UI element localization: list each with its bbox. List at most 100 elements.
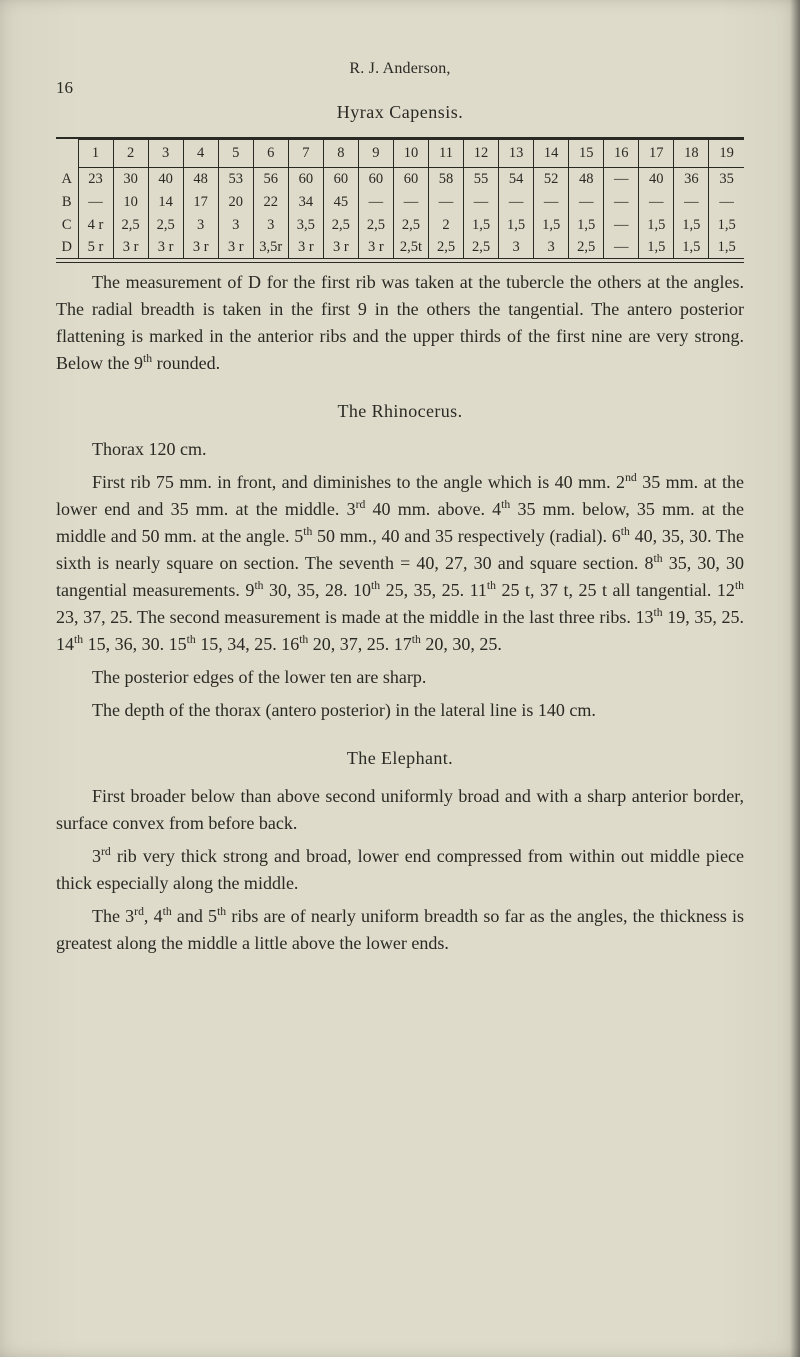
rhino-p2: First rib 75 mm. in front, and diminishe… — [56, 469, 744, 658]
table-header-row: 12345678910111213141516171819 — [56, 140, 744, 168]
table-cell: 3 r — [358, 236, 393, 259]
table-cell: 40 — [639, 167, 674, 190]
table-cell: 3,5r — [253, 236, 288, 259]
table-cell: 56 — [253, 167, 288, 190]
table-cell: — — [604, 191, 639, 214]
table-cell: 2 — [428, 214, 463, 237]
elephant-p1: First broader below than above second un… — [56, 783, 744, 837]
table-header-cell: 16 — [604, 140, 639, 168]
elephant-p2: 3rd rib very thick strong and broad, low… — [56, 843, 744, 897]
table-cell: 2,5 — [464, 236, 499, 259]
table-header-cell: 6 — [253, 140, 288, 168]
table-header-cell: 19 — [709, 140, 744, 168]
table-cell: 55 — [464, 167, 499, 190]
table-header-cell — [56, 140, 78, 168]
table-cell: 40 — [148, 167, 183, 190]
table-cell: — — [499, 191, 534, 214]
table-header-cell: 18 — [674, 140, 709, 168]
rhino-title: The Rhinocerus. — [56, 401, 744, 422]
table-header-cell: 13 — [499, 140, 534, 168]
table-cell: 3 — [534, 236, 569, 259]
table-row: B—10141720223445——————————— — [56, 191, 744, 214]
table-cell: — — [569, 191, 604, 214]
table-cell: 52 — [534, 167, 569, 190]
table-header-cell: 5 — [218, 140, 253, 168]
table-cell: 36 — [674, 167, 709, 190]
table-header-cell: 7 — [288, 140, 323, 168]
table-cell: — — [358, 191, 393, 214]
table-header-cell: 17 — [639, 140, 674, 168]
table-cell: — — [604, 214, 639, 237]
table-cell: 35 — [709, 167, 744, 190]
table-cell: 3 — [183, 214, 218, 237]
hyrax-table: 12345678910111213141516171819 A233040485… — [56, 139, 744, 259]
table-cell: 2,5 — [358, 214, 393, 237]
table-header-cell: 8 — [323, 140, 358, 168]
table-header-cell: 4 — [183, 140, 218, 168]
table-cell: 1,5 — [709, 214, 744, 237]
row-label: C — [56, 214, 78, 237]
elephant-title: The Elephant. — [56, 748, 744, 769]
table-cell: 48 — [183, 167, 218, 190]
page-number: 16 — [56, 78, 73, 98]
table-cell: — — [428, 191, 463, 214]
table-cell: — — [639, 191, 674, 214]
table-cell: 3 r — [288, 236, 323, 259]
table-cell: 5 r — [78, 236, 113, 259]
table-header-cell: 11 — [428, 140, 463, 168]
table-cell: 34 — [288, 191, 323, 214]
table-header-cell: 1 — [78, 140, 113, 168]
table-cell: 54 — [499, 167, 534, 190]
table-cell: — — [464, 191, 499, 214]
table-cell: 4 r — [78, 214, 113, 237]
table-cell: 3,5 — [288, 214, 323, 237]
table-header-cell: 3 — [148, 140, 183, 168]
table-cell: 3 — [218, 214, 253, 237]
rhino-p3: The posterior edges of the lower ten are… — [56, 664, 744, 691]
table-row: A233040485356606060605855545248—403635 — [56, 167, 744, 190]
row-label: B — [56, 191, 78, 214]
table-header-cell: 14 — [534, 140, 569, 168]
table-header-cell: 15 — [569, 140, 604, 168]
table-cell: 1,5 — [674, 236, 709, 259]
scanned-page: 16 R. J. Anderson, Hyrax Capensis. 12345… — [0, 0, 800, 1357]
table-cell: 58 — [428, 167, 463, 190]
table-cell: 48 — [569, 167, 604, 190]
table-cell: 2,5 — [113, 214, 148, 237]
table-header-cell: 10 — [393, 140, 428, 168]
table-cell: 22 — [253, 191, 288, 214]
table-cell: 1,5 — [639, 236, 674, 259]
row-label: D — [56, 236, 78, 259]
table-cell: 3 — [253, 214, 288, 237]
hyrax-title: Hyrax Capensis. — [56, 102, 744, 123]
table-header-cell: 12 — [464, 140, 499, 168]
running-head: R. J. Anderson, — [56, 60, 744, 78]
table-cell: — — [78, 191, 113, 214]
table-cell: 60 — [288, 167, 323, 190]
rhino-p1: Thorax 120 cm. — [56, 436, 744, 463]
table-header-cell: 9 — [358, 140, 393, 168]
table-cell: 3 r — [218, 236, 253, 259]
table-cell: 45 — [323, 191, 358, 214]
table-cell: 60 — [393, 167, 428, 190]
table-cell: 1,5 — [674, 214, 709, 237]
table-cell: 3 r — [148, 236, 183, 259]
table-cell: 3 r — [113, 236, 148, 259]
rhino-p4: The depth of the thorax (antero posterio… — [56, 697, 744, 724]
table-cell: 17 — [183, 191, 218, 214]
table-cell: 2,5 — [428, 236, 463, 259]
table-cell: — — [604, 236, 639, 259]
table-cell: 60 — [358, 167, 393, 190]
table-cell: 2,5t — [393, 236, 428, 259]
table-cell: 2,5 — [569, 236, 604, 259]
hyrax-paragraph: The measurement of D for the first rib w… — [56, 269, 744, 377]
table-cell: 1,5 — [639, 214, 674, 237]
table-cell: 1,5 — [499, 214, 534, 237]
table-cell: 2,5 — [148, 214, 183, 237]
table-row: D5 r3 r3 r3 r3 r3,5r3 r3 r3 r2,5t2,52,53… — [56, 236, 744, 259]
table-cell: 2,5 — [323, 214, 358, 237]
table-row: C4 r2,52,53333,52,52,52,521,51,51,51,5—1… — [56, 214, 744, 237]
table-header-cell: 2 — [113, 140, 148, 168]
table-cell: — — [674, 191, 709, 214]
table-cell: — — [534, 191, 569, 214]
